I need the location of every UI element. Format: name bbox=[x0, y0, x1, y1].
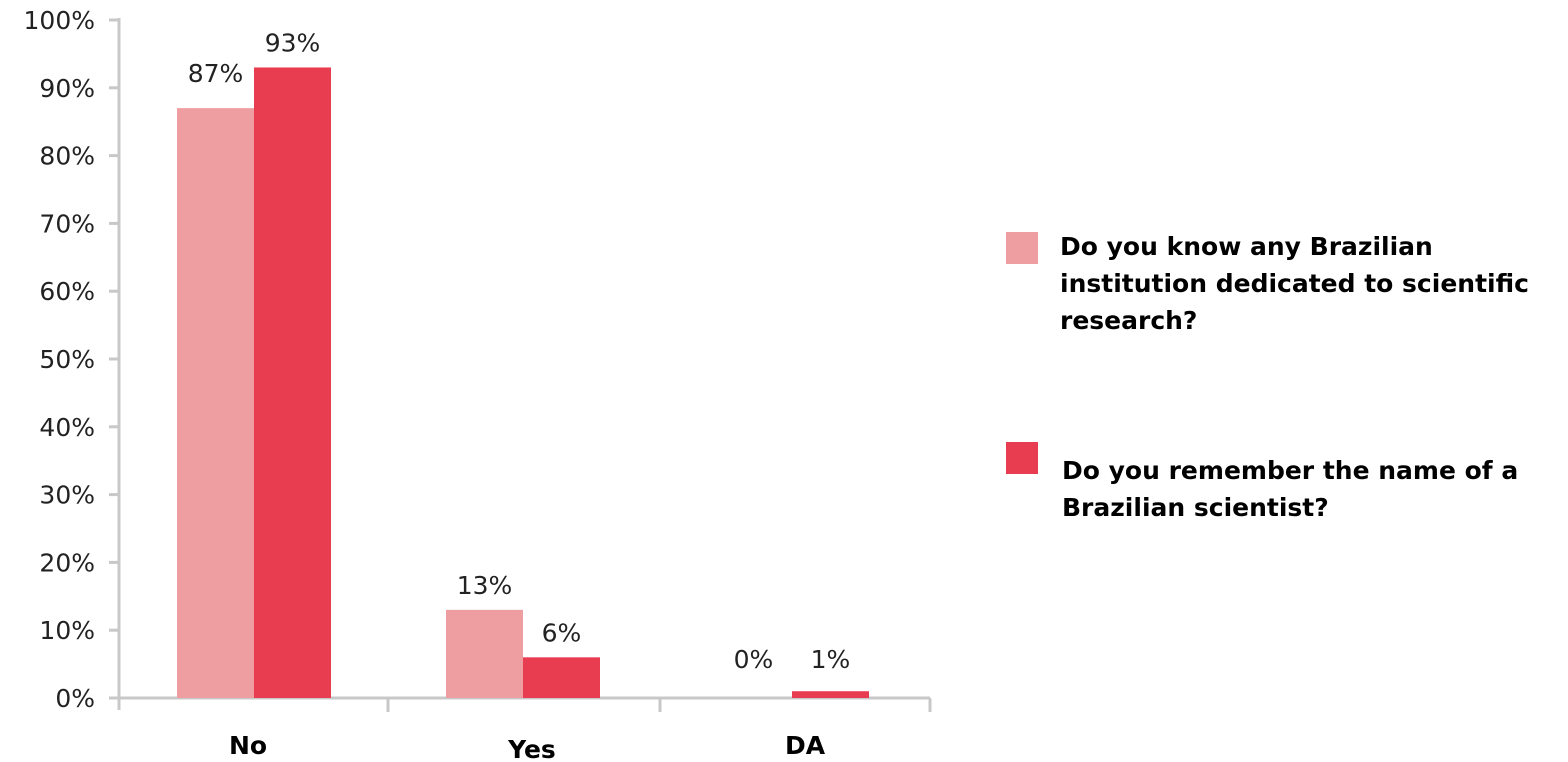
x-axis: No Yes DA bbox=[119, 696, 932, 762]
legend-item-institution: Do you know any Brazilian institution de… bbox=[1006, 228, 1566, 339]
bar-no-series-2 bbox=[254, 67, 331, 698]
y-tick-label: 0% bbox=[55, 684, 95, 713]
y-axis: 0% 10% 20% 30% 40% 50% 60% 70% 80% 90% 100% bbox=[24, 6, 121, 713]
category-label-da: DA bbox=[785, 731, 826, 760]
bar-no-series-1 bbox=[177, 108, 254, 698]
legend-swatch-institution bbox=[1006, 232, 1038, 264]
data-label-da-series-2: 1% bbox=[811, 645, 851, 674]
data-label-yes-series-1: 13% bbox=[457, 571, 513, 600]
legend: Do you know any Brazilian institution de… bbox=[1006, 228, 1566, 526]
y-tick-label: 70% bbox=[39, 209, 95, 238]
y-tick-label: 90% bbox=[39, 74, 95, 103]
legend-label-scientist: Do you remember the name of a Brazilian … bbox=[1062, 456, 1519, 522]
bar-yes-series-2 bbox=[523, 657, 600, 698]
y-tick-label: 60% bbox=[39, 277, 95, 306]
data-labels: 87% 93% 13% 6% 0% 1% bbox=[188, 28, 851, 674]
y-tick-label: 80% bbox=[39, 142, 95, 171]
data-label-no-series-1: 87% bbox=[188, 59, 244, 88]
bar-yes-series-1 bbox=[446, 609, 523, 698]
y-tick-label: 40% bbox=[39, 413, 95, 442]
y-tick-label: 100% bbox=[24, 6, 95, 35]
category-label-no: No bbox=[229, 731, 267, 760]
legend-item-scientist: Do you remember the name of a Brazilian … bbox=[1006, 442, 1566, 526]
data-label-yes-series-2: 6% bbox=[542, 618, 582, 647]
y-tick-label: 50% bbox=[39, 345, 95, 374]
y-tick-label: 20% bbox=[39, 548, 95, 577]
data-label-no-series-2: 93% bbox=[265, 28, 321, 57]
bar-chart: 0% 10% 20% 30% 40% 50% 60% 70% 80% 90% 100% No Yes D… bbox=[24, 6, 932, 762]
y-tick-label: 30% bbox=[39, 481, 95, 510]
bars bbox=[177, 67, 869, 698]
legend-label-institution: Do you know any Brazilian institution de… bbox=[1060, 232, 1529, 335]
data-label-da-series-1: 0% bbox=[734, 645, 774, 674]
bar-da-series-2 bbox=[792, 691, 869, 698]
legend-swatch-scientist bbox=[1006, 442, 1038, 474]
category-label-yes: Yes bbox=[507, 735, 556, 762]
y-tick-label: 10% bbox=[39, 616, 95, 645]
